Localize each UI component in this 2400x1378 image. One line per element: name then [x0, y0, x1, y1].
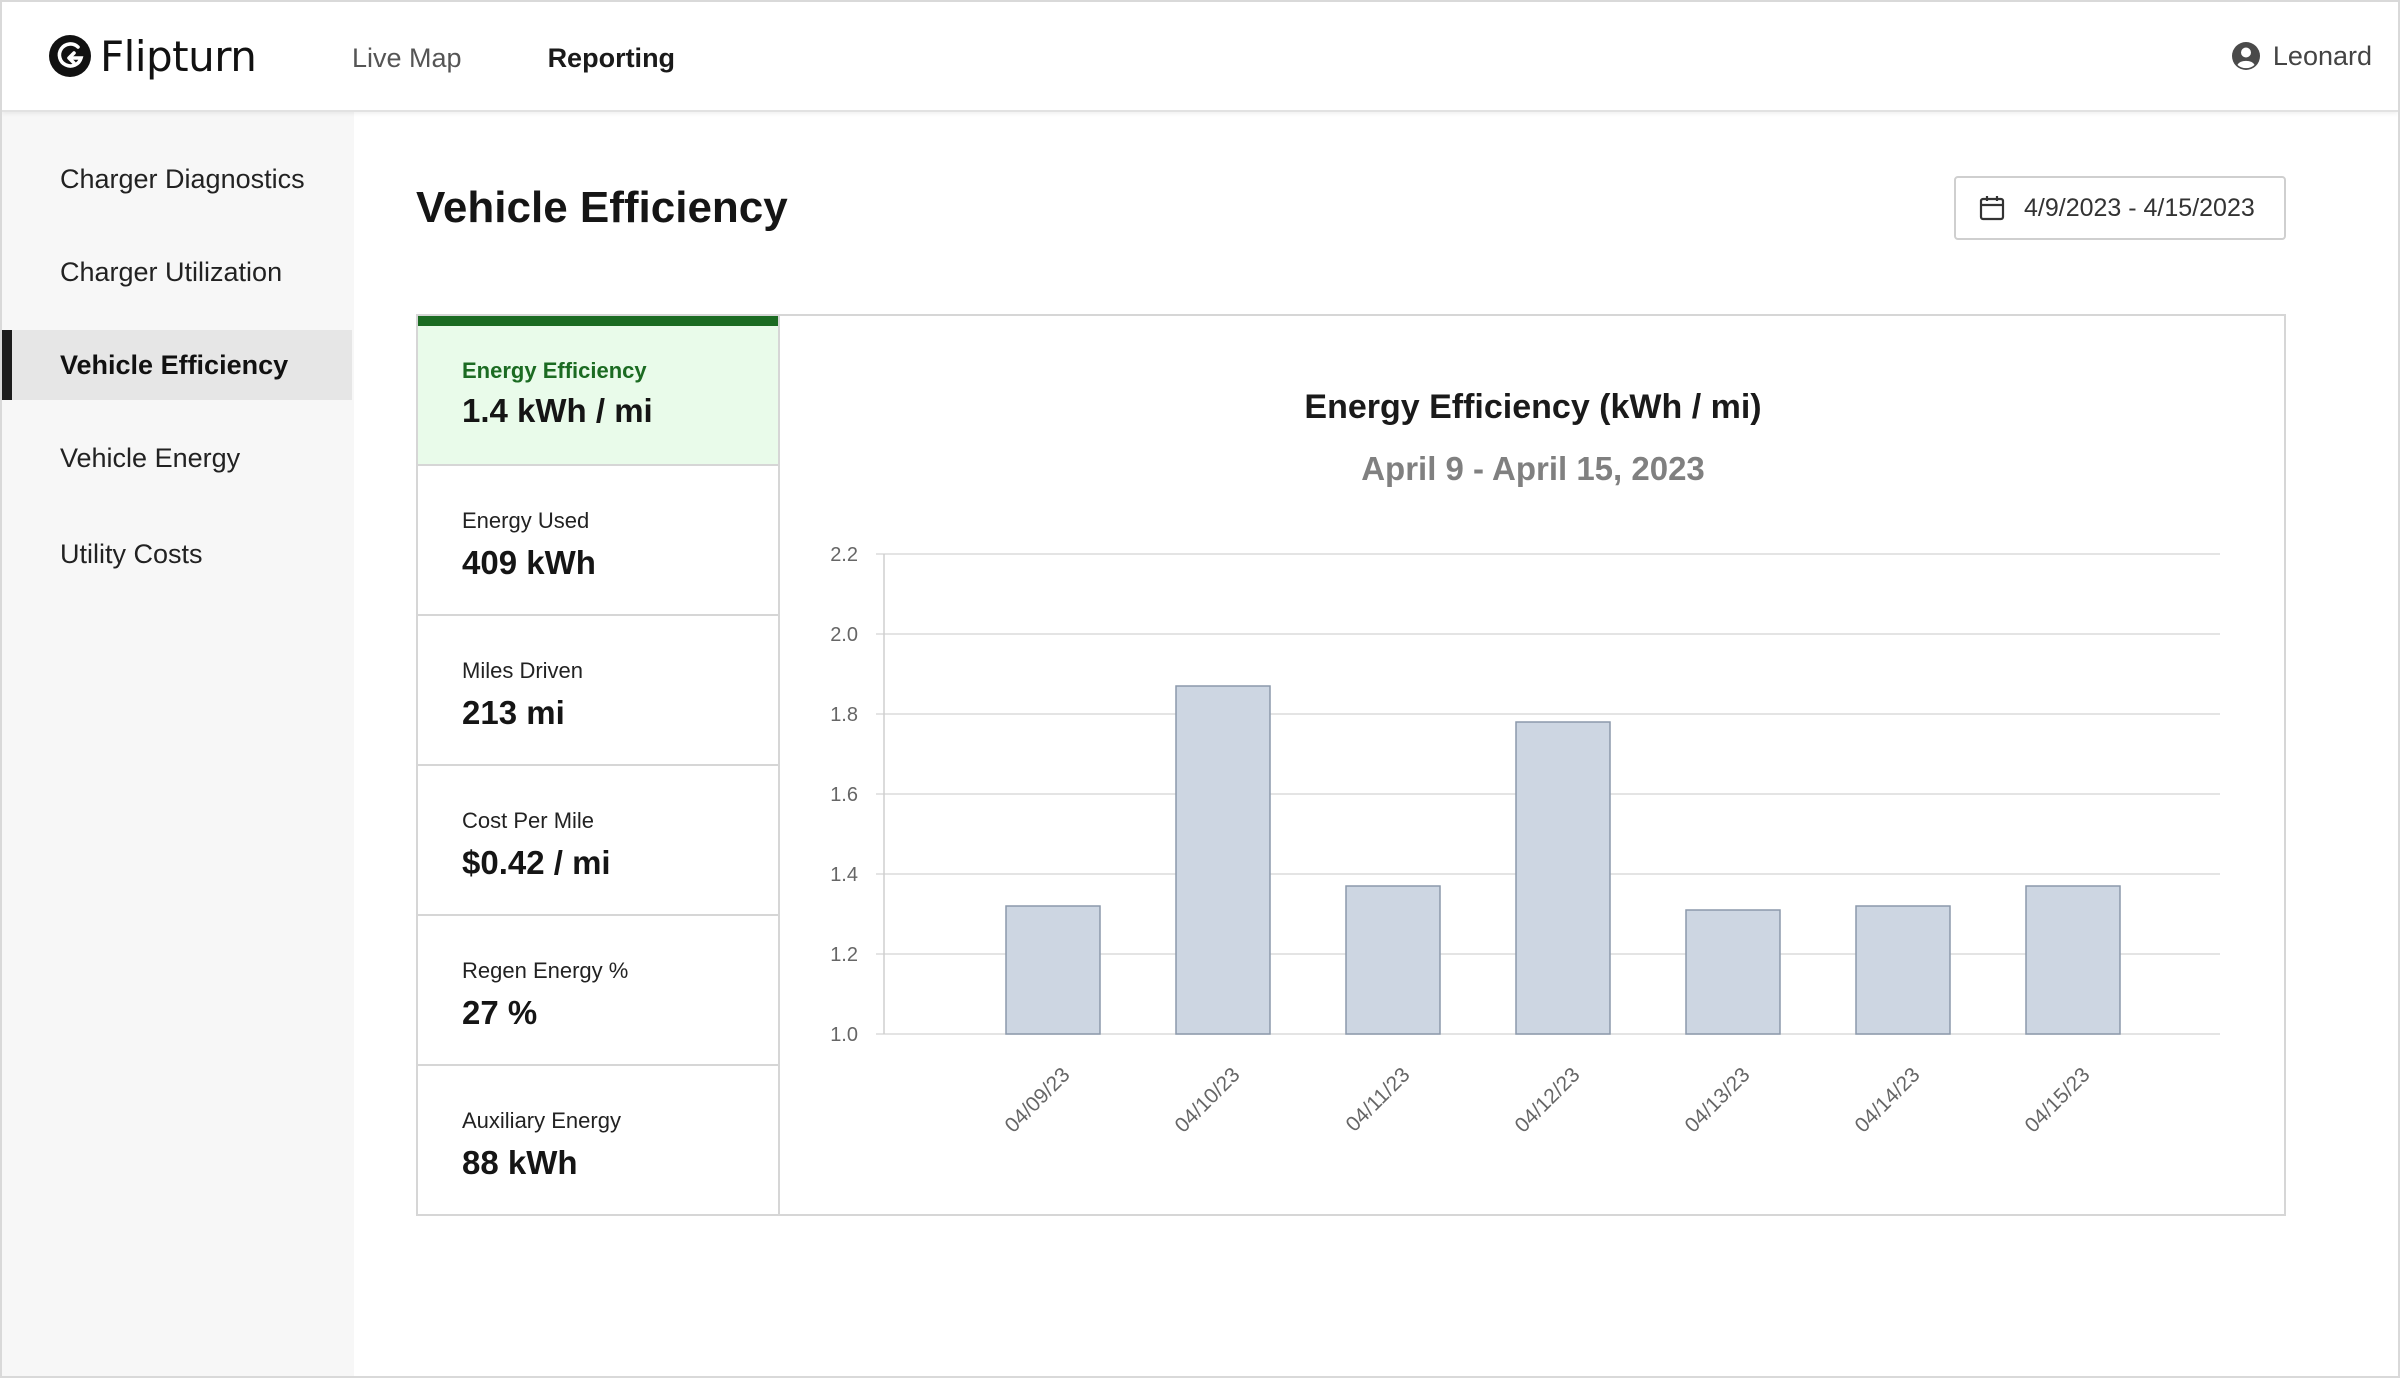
nav-live-map[interactable]: Live Map	[352, 43, 462, 73]
nav-reporting[interactable]: Reporting	[547, 43, 676, 73]
chart-subtitle: April 9 - April 15, 2023	[1361, 450, 1705, 487]
sidebar: Charger Diagnostics Charger Utilization …	[2, 112, 354, 1376]
bar-04-10-23[interactable]	[1175, 685, 1271, 1035]
x-tick-label: 04/09/23	[1000, 1063, 1074, 1137]
top-nav: Live Map Reporting	[352, 38, 761, 78]
metric-label: Miles Driven	[462, 658, 584, 683]
metric-label: Energy Used	[462, 508, 590, 533]
chart-title: Energy Efficiency (kWh / mi)	[1304, 388, 1762, 426]
metric-label: Regen Energy %	[462, 958, 629, 983]
metric-regen-energy[interactable]: Regen Energy % 27 %	[418, 916, 778, 1066]
x-tick-label: 04/11/23	[1342, 1063, 1415, 1136]
x-tick-label: 04/10/23	[1170, 1063, 1244, 1137]
bar-04-15-23[interactable]	[2025, 885, 2121, 1035]
calendar-icon	[1979, 196, 2005, 221]
y-tick-label: 1.2	[830, 944, 858, 966]
user-menu[interactable]: Leonard	[2231, 36, 2372, 76]
date-range-picker[interactable]: 4/9/2023 - 4/15/2023	[1954, 176, 2286, 240]
x-tick-label: 04/13/23	[1680, 1063, 1754, 1137]
report-panel: Energy Efficiency 1.4 kWh / mi Energy Us…	[416, 314, 2286, 1216]
y-tick-label: 1.0	[830, 1024, 858, 1046]
page-title: Vehicle Efficiency	[416, 183, 788, 232]
y-tick-label: 2.0	[830, 624, 858, 646]
user-circle-icon	[2231, 42, 2260, 70]
metric-value: 409 kWh	[462, 544, 596, 581]
bar-04-14-23[interactable]	[1855, 905, 1951, 1035]
y-tick-label: 1.6	[830, 784, 858, 806]
bar-04-13-23[interactable]	[1685, 909, 1781, 1035]
metric-value: $0.42 / mi	[462, 844, 611, 881]
metric-label: Cost Per Mile	[462, 808, 595, 833]
date-range-label: 4/9/2023 - 4/15/2023	[2024, 193, 2255, 222]
metric-value: 88 kWh	[462, 1144, 578, 1181]
metric-value: 1.4 kWh / mi	[462, 392, 653, 429]
metric-miles-driven[interactable]: Miles Driven 213 mi	[418, 616, 778, 766]
sidebar-item-vehicle-energy[interactable]: Vehicle Energy	[60, 443, 241, 473]
metric-auxiliary-energy[interactable]: Auxiliary Energy 88 kWh	[418, 1066, 778, 1216]
bar-chart-plot: 1.0 1.2 1.4 1.6 1.8 2.0 2.2 04/09/23 04/10/23 04/…	[830, 544, 2220, 1137]
sidebar-item-charger-utilization[interactable]: Charger Utilization	[60, 257, 283, 287]
metric-energy-efficiency[interactable]: Energy Efficiency 1.4 kWh / mi	[418, 316, 778, 466]
bar-04-12-23[interactable]	[1515, 721, 1611, 1035]
sidebar-item-charger-diagnostics[interactable]: Charger Diagnostics	[60, 164, 305, 194]
efficiency-chart: Energy Efficiency (kWh / mi) April 9 - A…	[782, 316, 2284, 1214]
y-tick-label: 1.4	[830, 864, 858, 886]
metric-energy-used[interactable]: Energy Used 409 kWh	[418, 466, 778, 616]
sidebar-item-utility-costs[interactable]: Utility Costs	[60, 539, 203, 569]
x-tick-label: 04/14/23	[1850, 1063, 1924, 1137]
metric-label: Auxiliary Energy	[462, 1108, 621, 1133]
bar-04-11-23[interactable]	[1345, 885, 1441, 1035]
user-name: Leonard	[2272, 41, 2372, 71]
metric-value: 27 %	[462, 994, 538, 1031]
flipturn-logo-icon	[49, 35, 91, 77]
brand-name: Flipturn	[100, 31, 257, 81]
x-tick-label: 04/12/23	[1510, 1063, 1584, 1137]
brand-logo[interactable]: Flipturn	[48, 30, 257, 82]
x-tick-label: 04/15/23	[2020, 1063, 2094, 1137]
metric-label: Energy Efficiency	[462, 358, 647, 383]
metric-cost-per-mile[interactable]: Cost Per Mile $0.42 / mi	[418, 766, 778, 916]
top-header: Flipturn Live Map Reporting Leonard	[2, 2, 2398, 112]
bar-04-09-23[interactable]	[1005, 905, 1101, 1035]
metric-list: Energy Efficiency 1.4 kWh / mi Energy Us…	[418, 316, 780, 1214]
y-tick-label: 2.2	[830, 544, 858, 566]
sidebar-item-vehicle-efficiency[interactable]: Vehicle Efficiency	[2, 330, 352, 400]
y-tick-label: 1.8	[830, 704, 858, 726]
metric-value: 213 mi	[462, 694, 565, 731]
